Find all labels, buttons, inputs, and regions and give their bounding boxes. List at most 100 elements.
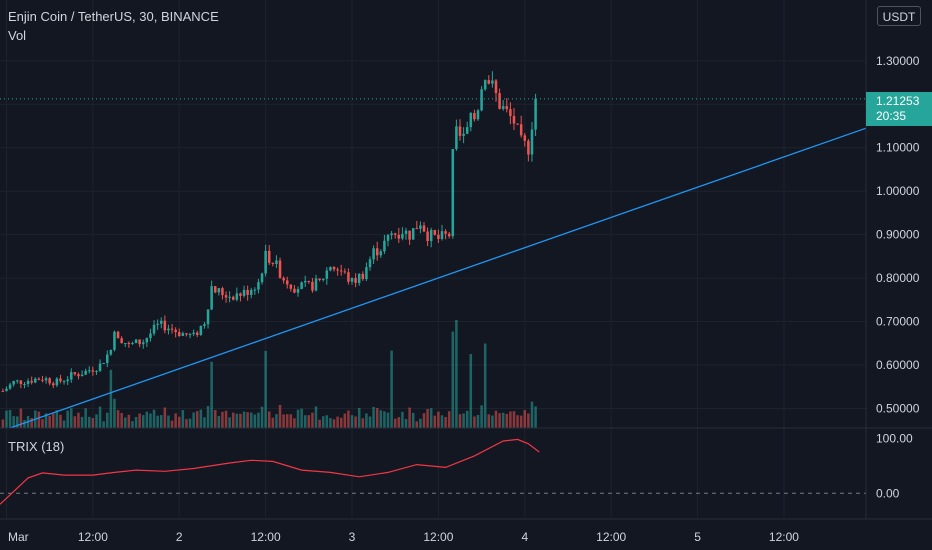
candle-body [48, 378, 51, 384]
volume-bar [318, 419, 321, 428]
candle-body [239, 293, 242, 296]
volume-bar [152, 409, 156, 428]
volume-bar [217, 415, 221, 428]
candle-body [98, 363, 102, 371]
candle-body [120, 338, 123, 344]
candle-body [433, 229, 437, 235]
candle-body [167, 328, 170, 331]
candle-body [37, 378, 41, 380]
volume-bar [296, 409, 300, 428]
candle-body [177, 332, 181, 336]
volume-bar [145, 411, 149, 428]
trix-line [0, 438, 540, 505]
candle-body [199, 325, 203, 335]
candle-body [354, 278, 357, 283]
volume-bar [109, 369, 113, 428]
candles [1, 71, 537, 393]
volume-bar [106, 412, 109, 428]
volume-bar [210, 361, 213, 428]
candle-body [116, 331, 120, 339]
candle-body [509, 109, 512, 116]
candle-body [260, 273, 264, 283]
y-tick-label: 1.30000 [876, 54, 920, 68]
volume-bar [350, 415, 354, 428]
y-tick-label: 0.90000 [876, 228, 920, 242]
candle-body [512, 115, 516, 124]
volume-bar [149, 413, 152, 428]
y-tick-label: 1.00000 [876, 184, 920, 198]
candle-body [483, 80, 487, 90]
candle-body [138, 339, 141, 345]
candle-body [30, 380, 33, 383]
trix-label[interactable]: TRIX (18) [8, 439, 65, 454]
volume-bar [242, 411, 246, 428]
volume-bar [325, 415, 329, 428]
candle-body [152, 324, 156, 334]
candle-body [34, 378, 37, 383]
currency-button[interactable]: USDT [877, 6, 921, 26]
volume-bar [91, 418, 95, 428]
candle-body [62, 381, 66, 383]
candle-body [365, 267, 368, 280]
trix-pane [0, 438, 866, 505]
candle-body [386, 235, 390, 241]
candle-body [203, 324, 206, 326]
candle-body [149, 333, 152, 339]
candle-body [66, 379, 69, 382]
x-tick-label: 12:00 [769, 530, 799, 544]
candle-body [221, 288, 224, 296]
volume-bar [426, 408, 429, 428]
volume-bar [357, 407, 361, 428]
symbol-title[interactable]: Enjin Coin / TetherUS, 30, BINANCE [8, 9, 219, 24]
volume-bar [267, 411, 271, 428]
candle-body [41, 379, 44, 381]
candle-body [8, 384, 12, 389]
volume-bar [224, 410, 228, 428]
volume-bar [512, 411, 516, 428]
volume-bar [239, 413, 242, 428]
x-tick-label: 12:00 [423, 530, 453, 544]
volume-label[interactable]: Vol [8, 28, 27, 43]
candle-body [491, 80, 494, 84]
volume-bar [271, 417, 275, 428]
volume-bar [84, 408, 87, 428]
candle-body [368, 259, 372, 268]
candle-body [289, 284, 293, 289]
volume-bar [519, 415, 523, 428]
candle-body [52, 383, 55, 386]
candle-body [469, 112, 473, 128]
candle-body [213, 286, 217, 293]
volume-bar [393, 418, 397, 428]
volume-bar [41, 419, 44, 428]
volume-bar [59, 414, 62, 428]
candle-body [458, 126, 462, 136]
volume-bar [523, 409, 527, 428]
volume-bar [134, 417, 138, 428]
candle-body [206, 309, 210, 325]
volume-bar [77, 412, 80, 428]
volume-bar [80, 416, 84, 428]
candle-body [271, 262, 275, 264]
volume-bar [473, 416, 476, 428]
volume-bar [476, 414, 480, 428]
volume-bar [98, 406, 102, 428]
volume-bar [491, 415, 494, 428]
volume-bar [188, 418, 192, 428]
volume-bar [501, 412, 505, 428]
trendline[interactable] [9, 127, 867, 429]
volume-bar [5, 410, 8, 428]
volume-bar [44, 413, 48, 428]
volume-bar [321, 416, 325, 428]
candle-body [44, 378, 48, 381]
volume-bar [48, 415, 51, 428]
y-tick-label: 1.10000 [876, 141, 920, 155]
candle-body [397, 234, 401, 239]
volume-bar [19, 408, 23, 428]
candle-body [19, 380, 23, 385]
candle-body [505, 106, 509, 110]
volume-bar [375, 408, 379, 428]
volume-bar [102, 421, 105, 428]
candle-body [332, 266, 336, 270]
